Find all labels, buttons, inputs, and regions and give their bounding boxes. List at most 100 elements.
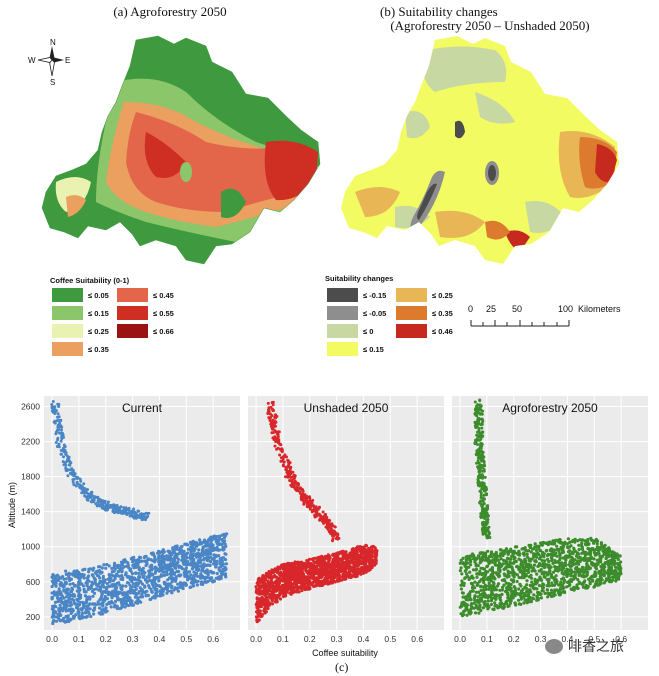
- legend-a-item-6: ≤ 0.55: [117, 306, 174, 320]
- y-tick-label: 1400: [21, 507, 40, 517]
- x-tick-label: 0.2: [508, 634, 520, 644]
- y-tick-label: 2600: [21, 402, 40, 412]
- legend-a-item-5: ≤ 0.45: [117, 288, 174, 302]
- panel-title-2: Unshaded 2050: [304, 401, 389, 415]
- legend-a-swatch-6: [117, 306, 148, 320]
- scatter-panels: 0.0 0.1 0.2 0.3 0.4 0.5 0.6 200 600 1000 1400 1800 2…: [21, 396, 648, 644]
- map-b-legend-title: Suitability changes: [325, 274, 394, 283]
- legend-b-item-1: ≤ -0.15: [327, 288, 386, 302]
- x-tick-label: 0.4: [562, 634, 574, 644]
- x-tick-label: 0.5: [384, 634, 396, 644]
- legend-a-item-3: ≤ 0.25: [52, 324, 109, 338]
- legend-a-label-4: ≤ 0.35: [88, 344, 109, 354]
- legend-a-item-1: ≤ 0.05: [52, 288, 109, 302]
- scale-tick-50: 50: [512, 304, 522, 314]
- legend-b-swatch-1: [327, 288, 358, 302]
- panel-title-1: Current: [122, 401, 163, 415]
- scatter-points-3: [458, 398, 623, 618]
- y-tick-label: 1000: [21, 542, 40, 552]
- scale-unit-label: Kilometers: [578, 304, 621, 314]
- compass-e-label: E: [65, 56, 70, 65]
- legend-b-label-6: ≤ 0.35: [432, 308, 453, 318]
- map-a-legend-title: Coffee Suitability (0-1): [50, 276, 130, 285]
- legend-b-item-5: ≤ 0.25: [396, 288, 453, 302]
- x-tick-label: 0.3: [127, 634, 139, 644]
- compass-star-icon: [37, 46, 64, 77]
- legend-b-swatch-3: [327, 324, 358, 338]
- scale-tick-100: 100: [558, 304, 573, 314]
- legend-b-label-1: ≤ -0.15: [363, 290, 387, 300]
- x-tick-label: 0.2: [304, 634, 316, 644]
- x-tick-label: 0.4: [358, 634, 370, 644]
- scatter-points-1: [50, 400, 229, 626]
- legend-a-label-1: ≤ 0.05: [88, 290, 109, 300]
- y-tick-label: 200: [26, 612, 40, 622]
- x-tick-label: 0.6: [207, 634, 219, 644]
- map-a: [41, 35, 321, 265]
- map-a-title: (a) Agroforestry 2050: [113, 4, 227, 19]
- legend-a-label-6: ≤ 0.55: [153, 308, 174, 318]
- scale-bar: 0 25 50 100 Kilometers: [468, 304, 621, 327]
- legend-a-swatch-7: [117, 324, 148, 338]
- legend-a-item-7: ≤ 0.66: [117, 324, 174, 338]
- compass-rose: N S W E: [28, 38, 70, 86]
- x-tick-label: 0.3: [535, 634, 547, 644]
- legend-a-item-2: ≤ 0.15: [52, 306, 109, 320]
- x-tick-label: 0.1: [73, 634, 85, 644]
- y-tick-label: 2200: [21, 437, 40, 447]
- legend-b-swatch-4: [327, 342, 358, 356]
- compass-w-label: W: [28, 56, 36, 65]
- map-b-title-line2: (Agroforestry 2050 – Unshaded 2050): [390, 18, 590, 33]
- x-tick-label: 0.5: [180, 634, 192, 644]
- legend-b-label-5: ≤ 0.25: [432, 290, 453, 300]
- legend-a-swatch-1: [52, 288, 83, 302]
- panel-title-3: Agroforestry 2050: [502, 401, 598, 415]
- legend-b-label-7: ≤ 0.46: [432, 326, 453, 336]
- map-b-title-line1: (b) Suitability changes: [380, 4, 498, 19]
- watermark-text: 啡香之旅: [568, 639, 624, 655]
- legend-b-item-7: ≤ 0.46: [396, 324, 453, 338]
- compass-s-label: S: [50, 78, 55, 86]
- legend-a-swatch-4: [52, 342, 83, 356]
- x-axis-label: Coffee suitability: [312, 648, 378, 658]
- x-tick-label: 0.5: [588, 634, 600, 644]
- legend-b-swatch-6: [396, 306, 427, 320]
- legend-b-swatch-5: [396, 288, 427, 302]
- legend-b-swatch-2: [327, 306, 358, 320]
- legend-b-item-3: ≤ 0: [327, 324, 373, 338]
- y-tick-label: 600: [26, 577, 40, 587]
- legend-b-swatch-7: [396, 324, 427, 338]
- legend-b-item-4: ≤ 0.15: [327, 342, 384, 356]
- x-tick-label: 0.6: [411, 634, 423, 644]
- legend-b-label-2: ≤ -0.05: [363, 308, 387, 318]
- legend-a-swatch-5: [117, 288, 148, 302]
- legend-b-label-3: ≤ 0: [363, 326, 374, 336]
- legend-b-item-2: ≤ -0.05: [327, 306, 386, 320]
- x-tick-label: 0.1: [277, 634, 289, 644]
- scatter-points-2: [254, 400, 379, 624]
- x-tick-label: 0.6: [615, 634, 627, 644]
- legend-a-label-3: ≤ 0.25: [88, 326, 109, 336]
- y-tick-label: 1800: [21, 472, 40, 482]
- legend-a-label-2: ≤ 0.15: [88, 308, 109, 318]
- compass-n-label: N: [50, 38, 56, 47]
- legend-b-label-4: ≤ 0.15: [363, 344, 384, 354]
- legend-a-swatch-3: [52, 324, 83, 338]
- legend-b-item-6: ≤ 0.35: [396, 306, 453, 320]
- x-tick-label: 0.4: [154, 634, 166, 644]
- x-tick-label: 0.0: [46, 634, 58, 644]
- legend-a-label-7: ≤ 0.66: [153, 326, 174, 336]
- x-tick-label: 0.2: [100, 634, 112, 644]
- x-tick-label: 0.0: [250, 634, 262, 644]
- scale-tick-0: 0: [468, 304, 473, 314]
- legend-a-item-4: ≤ 0.35: [52, 342, 109, 356]
- legend-a-swatch-2: [52, 306, 83, 320]
- x-tick-label: 0.3: [331, 634, 343, 644]
- scale-tick-25: 25: [486, 304, 496, 314]
- map-b: [341, 36, 619, 264]
- x-tick-label: 0.0: [454, 634, 466, 644]
- panel-c-label: (c): [335, 660, 349, 674]
- x-tick-label: 0.1: [481, 634, 493, 644]
- wechat-icon: [545, 638, 563, 654]
- scale-line: [470, 320, 570, 327]
